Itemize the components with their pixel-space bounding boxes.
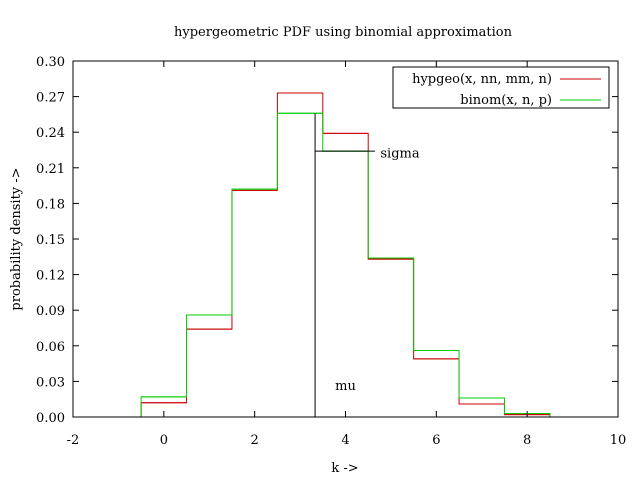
x-tick-label: -2: [67, 433, 80, 448]
y-tick-label: 0.06: [36, 340, 65, 355]
plot-frame: [72, 60, 619, 418]
y-tick-label: 0.09: [36, 304, 65, 319]
annotation-layer: mu sigma: [314, 113, 420, 417]
legend: hypgeo(x, nn, mm, n) binom(x, n, p): [392, 66, 610, 109]
y-tick-label: 0.21: [36, 162, 65, 177]
x-tick-label: 8: [523, 433, 531, 448]
legend-label: hypgeo(x, nn, mm, n): [412, 72, 552, 87]
y-tick-label: 0.18: [36, 197, 65, 212]
y-tick-label: 0.15: [36, 233, 65, 248]
x-tick-label: 0: [160, 433, 168, 448]
mu-label: mu: [335, 379, 356, 394]
x-axis-label: k ->: [331, 461, 358, 476]
series-line: [140, 92, 551, 417]
y-tick-label: 0.12: [36, 269, 65, 284]
series-binom: [140, 112, 551, 417]
x-tick-label: 2: [251, 433, 259, 448]
y-axis-label: probability density ->: [9, 167, 24, 310]
y-tick-label: 0.00: [36, 411, 65, 426]
series-layer: [140, 92, 551, 417]
y-tick-label: 0.24: [36, 126, 65, 141]
sigma-label: sigma: [380, 147, 419, 162]
legend-label: binom(x, n, p): [460, 93, 552, 108]
y-tick-label: 0.27: [36, 91, 65, 106]
y-tick-label: 0.30: [36, 55, 65, 70]
legend-box: [392, 66, 610, 109]
series-hypgeo: [140, 92, 551, 417]
y-tick-label: 0.03: [36, 375, 65, 390]
x-tick-label: 4: [341, 433, 349, 448]
x-tick-label: 10: [610, 433, 627, 448]
chart-title: hypergeometric PDF using binomial approx…: [174, 25, 513, 40]
x-tick-label: 6: [432, 433, 440, 448]
tick-layer: -2 0 2 4 6 8 10 0.00 0.03 0.06 0.09 0.12 0.15 0.18 0.2…: [36, 55, 626, 448]
series-line: [140, 112, 551, 417]
